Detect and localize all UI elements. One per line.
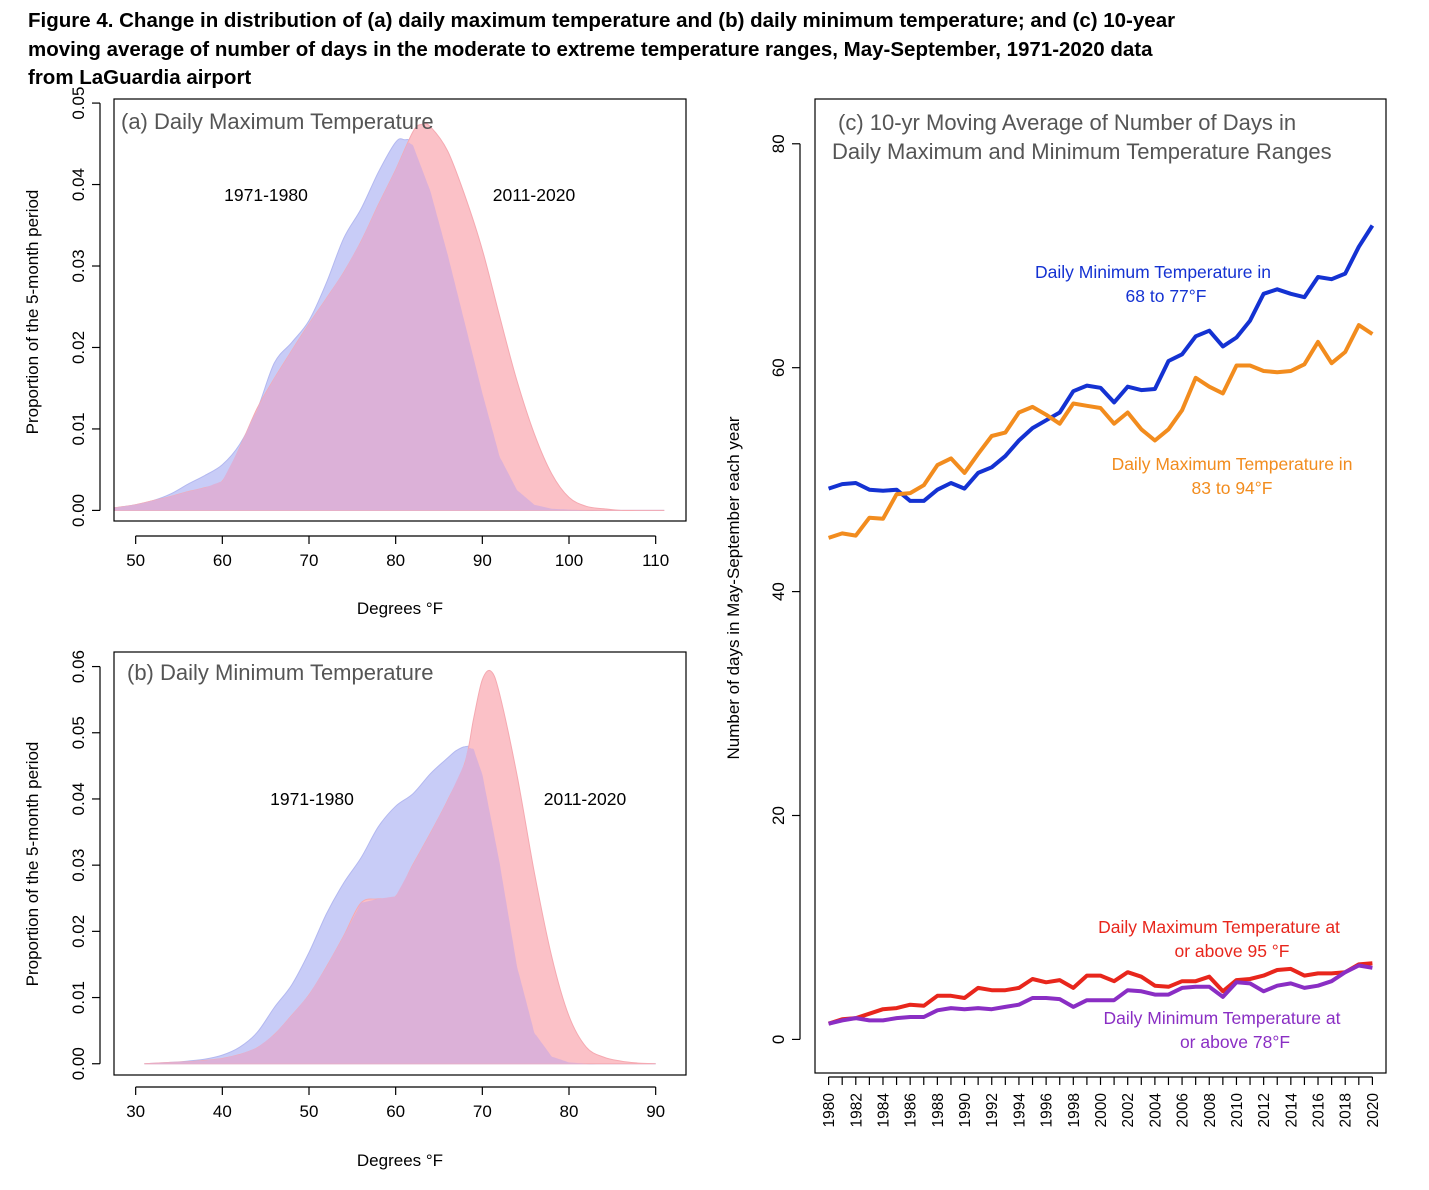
a-y-tick-label-5: 0.05	[69, 87, 88, 120]
panel-c-label-min-extreme-line-1: Daily Minimum Temperature at	[1104, 1008, 1341, 1028]
a-x-tick-label-110: 110	[642, 551, 669, 570]
panel-b-title: (b) Daily Minimum Temperature	[127, 660, 433, 685]
b-x-tick-label-30: 30	[126, 1102, 145, 1121]
panel-c-y-axis-title: Number of days in May-September each yea…	[724, 416, 743, 759]
a-y-tick-label-1: 0.01	[69, 412, 88, 445]
a-y-tick-label-4: 0.04	[69, 168, 88, 201]
a-x-tick-label-70: 70	[300, 551, 319, 570]
a-x-tick-label-90: 90	[473, 551, 492, 570]
panel-c-x-tick-label-2010: 2010	[1229, 1093, 1246, 1128]
panel-c-series-max_extreme	[827, 961, 1373, 1026]
panel-c-series-min_extreme	[828, 963, 1373, 1026]
panel-c-label-min-extreme-line-2: or above 78°F	[1180, 1032, 1290, 1052]
panel-a-label-1971-1980: 1971-1980	[224, 185, 308, 205]
panel-c-label-max-extreme-line-1: Daily Maximum Temperature at	[1098, 917, 1340, 937]
panel-b-x-axis-title: Degrees °F	[357, 1151, 443, 1170]
b-x-tick-label-70: 70	[473, 1102, 492, 1121]
panel-a-label-2011-2020: 2011-2020	[493, 185, 576, 205]
panel-c-x-tick-label-2016: 2016	[1311, 1093, 1328, 1127]
panel-c-x-tick-label-1984: 1984	[875, 1093, 892, 1128]
panel-a-y-axis-title: Proportion of the 5-month period	[23, 190, 42, 435]
panel-c-label-max-moderate-line-1: Daily Maximum Temperature in	[1112, 454, 1353, 474]
panel-c-series-max_moderate	[827, 323, 1374, 540]
panel-c-x-axis: 1980 1982 1984 1986 1988 1990 1992 1994 1996 1998…	[821, 1076, 1382, 1128]
b-y-tick-label-0: 0.00	[69, 1047, 88, 1080]
panel-c-y-tick-label-60: 60	[769, 358, 788, 377]
figure-title: Figure 4. Change in distribution of (a) …	[28, 9, 1176, 89]
b-y-tick-label-6: 0.06	[69, 650, 88, 683]
panel-c-x-tick-label-1982: 1982	[848, 1093, 865, 1127]
panel-c-x-tick-label-1988: 1988	[930, 1093, 947, 1127]
panel-c-x-tick-label-1994: 1994	[1011, 1093, 1028, 1128]
b-x-tick-label-60: 60	[386, 1102, 405, 1121]
panel-c-x-tick-label-2002: 2002	[1120, 1093, 1137, 1127]
panel-c-x-tick-label-1980: 1980	[821, 1093, 838, 1128]
panel-c-lines	[827, 224, 1375, 1026]
panel-c-x-tick-label-2020: 2020	[1365, 1093, 1382, 1128]
panel-c-label-max-moderate-line-2: 83 to 94°F	[1192, 478, 1273, 498]
panel-c-x-tick-label-1990: 1990	[957, 1093, 974, 1128]
panel-c-x-tick-label-2012: 2012	[1256, 1093, 1273, 1127]
a-y-tick-label-3: 0.03	[69, 249, 88, 282]
panel-a-x-axis-title: Degrees °F	[357, 599, 443, 618]
panel-c-x-tick-label-1996: 1996	[1039, 1093, 1056, 1127]
panel-b-label-1971-1980: 1971-1980	[270, 789, 354, 809]
panel-b-y-axis-title: Proportion of the 5-month period	[23, 742, 42, 987]
panel-c-label-min-moderate-line-2: 68 to 77°F	[1126, 286, 1207, 306]
panel-c-title-line-1: (c) 10-yr Moving Average of Number of Da…	[838, 110, 1296, 135]
panel-a-frame	[113, 98, 687, 522]
b-y-tick-label-5: 0.05	[69, 716, 88, 749]
panel-a-title: (a) Daily Maximum Temperature	[121, 109, 434, 134]
panel-c-y-tick-label-40: 40	[769, 582, 788, 601]
panel-c-title-line-2: Daily Maximum and Minimum Temperature Ra…	[832, 139, 1332, 164]
b-x-tick-label-40: 40	[213, 1102, 232, 1121]
panel-c-x-tick-label-1998: 1998	[1066, 1093, 1083, 1127]
panel-c-y-tick-label-0: 0	[769, 1035, 788, 1044]
panel-a-y-axis: 0.00 0.01 0.02 0.03 0.04 0.05	[69, 87, 101, 527]
b-area-overlap	[114, 747, 686, 1064]
b-y-tick-label-1: 0.01	[69, 981, 88, 1014]
panel-c-x-tick-label-2014: 2014	[1283, 1093, 1300, 1128]
panel-c-x-tick-label-2000: 2000	[1093, 1093, 1110, 1128]
panel-b-y-axis: 0.00 0.01 0.02 0.03 0.04 0.05 0.06	[69, 650, 101, 1080]
panel-c-x-tick-label-2004: 2004	[1147, 1093, 1164, 1128]
a-x-tick-label-60: 60	[213, 551, 232, 570]
a-x-tick-label-80: 80	[386, 551, 405, 570]
panel-c-x-tick-label-1986: 1986	[903, 1093, 920, 1127]
panel-c-x-tick-label-2006: 2006	[1175, 1093, 1192, 1127]
a-y-tick-label-2: 0.02	[69, 331, 88, 364]
panel-a-density-max-temp: (a) Daily Maximum Temperature 1971-1980 …	[23, 87, 687, 618]
b-x-tick-label-90: 90	[646, 1102, 665, 1121]
panel-c-y-tick-label-80: 80	[769, 134, 788, 153]
panel-b-density-min-temp: (b) Daily Minimum Temperature 1971-1980 …	[23, 650, 687, 1170]
panel-a-x-axis: 50 60 70 80 90 100 110	[126, 535, 669, 570]
panel-b-x-axis: 30 40 50 60 70 80 90	[126, 1086, 665, 1121]
panel-c-label-min-moderate-line-1: Daily Minimum Temperature in	[1035, 262, 1271, 282]
panel-c-x-tick-label-2018: 2018	[1338, 1093, 1355, 1127]
panel-c-x-tick-label-2008: 2008	[1202, 1093, 1219, 1127]
panel-c-series-min_moderate	[827, 224, 1375, 503]
b-y-tick-label-2: 0.02	[69, 915, 88, 948]
a-y-tick-label-0: 0.00	[69, 494, 88, 527]
panel-a-areas	[113, 122, 686, 512]
panel-b-frame	[113, 651, 687, 1076]
a-x-tick-label-100: 100	[555, 551, 583, 570]
panel-c-y-axis: 0 20 40 60 80	[769, 134, 801, 1044]
panel-c-frame	[814, 98, 1387, 1074]
b-x-tick-label-80: 80	[560, 1102, 579, 1121]
a-area-overlap	[114, 142, 686, 511]
panel-c-moving-average: (c) 10-yr Moving Average of Number of Da…	[724, 98, 1387, 1128]
panel-c-label-max-extreme-line-2: or above 95 °F	[1175, 941, 1290, 961]
panel-b-label-2011-2020: 2011-2020	[544, 789, 627, 809]
panel-c-y-tick-label-20: 20	[769, 806, 788, 825]
b-y-tick-label-4: 0.04	[69, 782, 88, 815]
b-x-tick-label-50: 50	[300, 1102, 319, 1121]
a-x-tick-label-50: 50	[126, 551, 145, 570]
b-y-tick-label-3: 0.03	[69, 849, 88, 882]
panel-c-x-tick-label-1992: 1992	[984, 1093, 1001, 1127]
panel-b-areas	[114, 669, 686, 1065]
